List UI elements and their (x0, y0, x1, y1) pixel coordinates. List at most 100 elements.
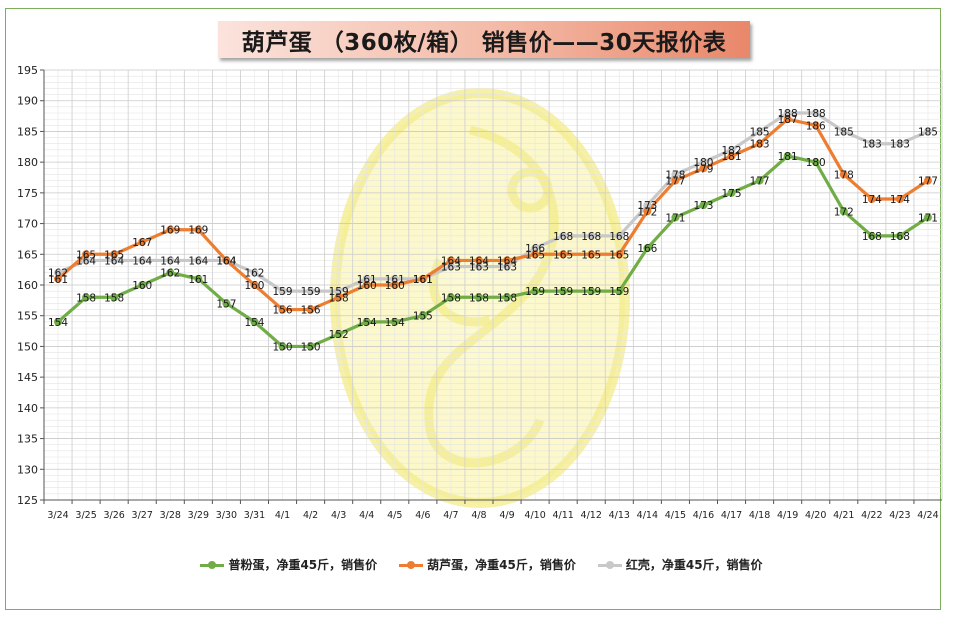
data-label: 161 (413, 274, 433, 286)
x-tick-label: 3/30 (216, 510, 237, 521)
data-point (194, 274, 203, 283)
data-point (783, 115, 792, 124)
data-label: 164 (497, 255, 517, 267)
data-label: 152 (329, 329, 349, 341)
data-point (222, 299, 231, 308)
data-label: 158 (441, 292, 461, 304)
data-label: 185 (834, 126, 854, 138)
data-point (895, 231, 904, 240)
data-label: 161 (413, 274, 433, 286)
data-point (446, 262, 455, 271)
data-point (250, 281, 259, 289)
data-label: 163 (441, 262, 461, 274)
data-label: 182 (722, 145, 742, 157)
y-tick-label: 150 (17, 340, 38, 353)
x-tick-label: 3/26 (103, 510, 124, 521)
data-label: 169 (160, 225, 180, 237)
data-point (390, 274, 399, 283)
data-label: 178 (834, 169, 854, 181)
y-tick-label: 130 (17, 463, 38, 476)
data-point (250, 317, 259, 326)
data-point (755, 176, 764, 185)
data-label: 168 (862, 231, 882, 243)
legend-label: 红壳，净重45斤，销售价 (625, 558, 763, 572)
data-point (867, 195, 876, 203)
data-label: 158 (469, 292, 489, 304)
data-label: 158 (76, 292, 96, 304)
data-label: 188 (778, 108, 798, 120)
x-tick-label: 3/24 (47, 510, 68, 521)
data-point (643, 244, 652, 253)
data-label: 162 (48, 268, 68, 280)
data-point (54, 268, 63, 277)
x-tick-label: 4/9 (499, 510, 514, 521)
data-point (839, 127, 848, 136)
data-point (54, 317, 63, 326)
data-point (418, 274, 427, 283)
data-point (559, 250, 568, 259)
legend-swatch (597, 559, 622, 571)
data-label: 158 (329, 292, 349, 304)
x-tick-label: 4/13 (609, 510, 630, 521)
data-label: 163 (469, 262, 489, 274)
data-label: 162 (160, 268, 180, 280)
data-point (138, 256, 147, 265)
data-point (615, 231, 624, 240)
data-label: 165 (104, 249, 124, 261)
data-point (839, 170, 848, 179)
x-tick-label: 4/3 (331, 510, 346, 521)
x-tick-label: 3/29 (188, 510, 209, 521)
data-label: 177 (750, 176, 770, 188)
data-label: 154 (357, 317, 377, 329)
data-point (811, 121, 820, 130)
data-point (306, 305, 315, 314)
data-point (923, 127, 932, 136)
data-label: 164 (469, 255, 489, 267)
data-point (783, 152, 792, 160)
data-label: 161 (48, 274, 68, 286)
data-point (334, 287, 343, 296)
data-label: 157 (216, 298, 236, 310)
data-label: 156 (273, 305, 293, 317)
data-point (755, 139, 764, 148)
x-tick-label: 4/14 (637, 510, 658, 521)
y-tick-label: 155 (17, 310, 38, 323)
data-label: 172 (637, 206, 657, 218)
data-label: 159 (553, 286, 573, 298)
data-point (250, 268, 259, 277)
data-point (278, 305, 287, 314)
data-label: 160 (385, 280, 405, 292)
data-point (138, 281, 147, 289)
legend-item: 葫芦蛋，净重45斤，销售价 (399, 556, 576, 573)
data-label: 155 (413, 311, 433, 323)
data-point (895, 195, 904, 203)
data-point (362, 281, 371, 289)
data-label: 177 (918, 176, 938, 188)
data-label: 168 (890, 231, 910, 243)
data-label: 158 (497, 292, 517, 304)
data-label: 166 (637, 243, 657, 255)
data-label: 183 (862, 139, 882, 151)
data-label: 159 (581, 286, 601, 298)
data-point (755, 127, 764, 136)
data-label: 159 (609, 286, 629, 298)
data-label: 159 (329, 286, 349, 298)
data-label: 172 (834, 206, 854, 218)
y-tick-label: 180 (17, 156, 38, 169)
data-point (587, 231, 596, 240)
data-label: 174 (890, 194, 910, 206)
legend-item: 红壳，净重45斤，销售价 (597, 556, 763, 573)
x-tick-label: 4/6 (415, 510, 430, 521)
data-label: 183 (750, 139, 770, 151)
data-label: 180 (693, 157, 713, 169)
data-label: 164 (76, 255, 96, 267)
data-point (531, 250, 540, 259)
y-tick-label: 170 (17, 218, 38, 231)
data-point (727, 145, 736, 154)
data-point (166, 256, 175, 265)
data-point (503, 256, 512, 265)
y-tick-label: 140 (17, 402, 38, 415)
data-label: 154 (48, 317, 68, 329)
y-tick-label: 175 (17, 187, 38, 200)
chart-title: 葫芦蛋 （360枚/箱） 销售价——30天报价表 (241, 29, 727, 56)
